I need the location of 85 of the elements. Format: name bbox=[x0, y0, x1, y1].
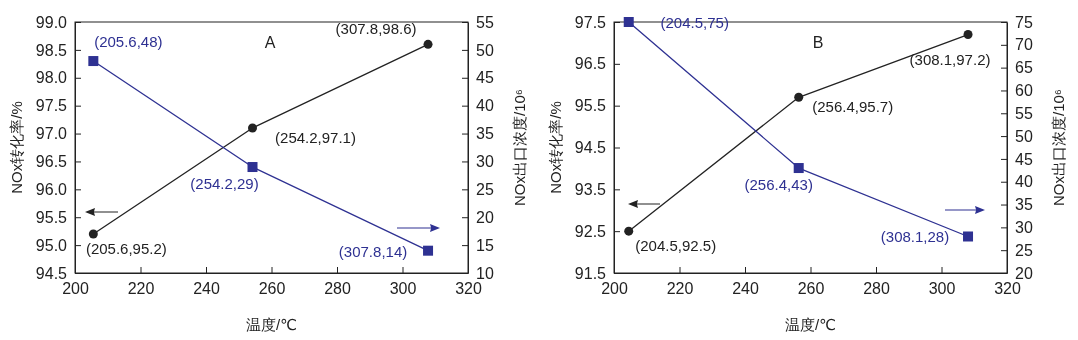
y2-tick-label: 40 bbox=[1015, 173, 1033, 191]
point bbox=[963, 231, 974, 242]
y-tick-label: 96.0 bbox=[35, 180, 68, 198]
y2-tick-label: 50 bbox=[476, 41, 494, 59]
x-tick-label: 280 bbox=[324, 280, 351, 298]
data-label: (307.8,14) bbox=[338, 242, 408, 260]
y-tick-label: 92.5 bbox=[574, 222, 607, 240]
x-tick-label: 220 bbox=[127, 280, 155, 298]
y-tick-label: 94.5 bbox=[35, 264, 68, 282]
point bbox=[423, 245, 434, 256]
y-tick-label: 95.5 bbox=[35, 208, 68, 226]
x-tick-label: 280 bbox=[863, 280, 890, 298]
y2-tick-label: 10 bbox=[476, 264, 494, 282]
y-tick-label: 99.0 bbox=[35, 13, 68, 31]
point bbox=[248, 123, 258, 133]
y-tick-label: 95.5 bbox=[574, 97, 607, 115]
y2-tick-label: 35 bbox=[1015, 196, 1033, 214]
data-label: (307.8,98.6) bbox=[335, 20, 417, 38]
y2-tick-label: 40 bbox=[476, 97, 494, 115]
point bbox=[624, 226, 634, 236]
y2-tick-label: 60 bbox=[1015, 82, 1033, 100]
x-axis-title: 温度/℃ bbox=[784, 316, 837, 333]
point bbox=[247, 162, 258, 173]
y-tick-label: 98.5 bbox=[35, 41, 68, 59]
data-label: (204.5,75) bbox=[660, 14, 729, 31]
x-tick-label: 320 bbox=[455, 280, 482, 298]
y2-tick-label: 45 bbox=[1015, 150, 1033, 168]
y2-tick-label: 35 bbox=[476, 125, 494, 143]
y-tick-label: 96.5 bbox=[35, 153, 68, 171]
data-label: (254.2,29) bbox=[190, 175, 259, 193]
x-tick-label: 320 bbox=[994, 280, 1021, 298]
x-tick-label: 220 bbox=[666, 280, 694, 298]
data-label: (205.6,95.2) bbox=[85, 239, 167, 257]
y-axis-title: NOx转化率/% bbox=[8, 101, 25, 194]
data-label: (308.1,97.2) bbox=[909, 50, 991, 68]
y2-tick-label: 55 bbox=[476, 13, 494, 31]
point bbox=[793, 163, 804, 174]
data-label: (205.6,48) bbox=[94, 33, 163, 51]
y2-tick-label: 45 bbox=[476, 69, 494, 87]
y2-tick-label: 25 bbox=[1015, 241, 1033, 259]
point bbox=[88, 229, 98, 239]
x-tick-label: 260 bbox=[258, 280, 286, 298]
y2-tick-label: 65 bbox=[1015, 59, 1033, 77]
y2-tick-label: 20 bbox=[476, 208, 494, 226]
y2-tick-label: 70 bbox=[1015, 36, 1033, 54]
point bbox=[963, 30, 973, 40]
data-label: (204.5,92.5) bbox=[635, 237, 717, 255]
data-label: (256.4,95.7) bbox=[812, 98, 894, 116]
x-tick-label: 260 bbox=[797, 280, 825, 298]
y-tick-label: 97.0 bbox=[35, 125, 68, 143]
y2-tick-label: 15 bbox=[476, 236, 494, 254]
x-tick-label: 240 bbox=[193, 280, 220, 298]
data-label: (308.1,28) bbox=[880, 228, 950, 246]
x-tick-label: 200 bbox=[62, 280, 89, 298]
y2-axis-title: NOx出口浓度/10⁶ bbox=[1050, 88, 1067, 207]
y2-tick-label: 30 bbox=[1015, 218, 1033, 236]
x-axis-title: 温度/℃ bbox=[245, 316, 298, 333]
annotation: A bbox=[264, 34, 276, 51]
x-tick-label: 200 bbox=[601, 280, 628, 298]
point bbox=[423, 39, 433, 49]
y-tick-label: 95.0 bbox=[35, 236, 68, 254]
y-tick-label: 97.5 bbox=[574, 13, 607, 31]
y-axis-title: NOx转化率/% bbox=[547, 101, 564, 194]
point bbox=[794, 92, 804, 102]
y2-tick-label: 25 bbox=[476, 180, 494, 198]
annotation: B bbox=[812, 34, 824, 51]
y2-axis-title: NOx出口浓度/10⁶ bbox=[511, 88, 528, 207]
y2-tick-label: 30 bbox=[476, 153, 494, 171]
y-tick-label: 91.5 bbox=[574, 264, 607, 282]
x-tick-label: 240 bbox=[732, 280, 759, 298]
data-label: (254.2,97.1) bbox=[275, 128, 356, 146]
y-tick-label: 94.5 bbox=[574, 139, 607, 157]
y2-tick-label: 50 bbox=[1015, 127, 1033, 145]
y-tick-label: 93.5 bbox=[574, 180, 607, 198]
y2-tick-label: 55 bbox=[1015, 104, 1033, 122]
point bbox=[623, 17, 634, 27]
y-tick-label: 96.5 bbox=[574, 55, 607, 73]
data-label: (256.4,43) bbox=[744, 176, 813, 194]
y-tick-label: 97.5 bbox=[35, 97, 68, 115]
y2-tick-label: 75 bbox=[1015, 13, 1033, 31]
x-tick-label: 300 bbox=[928, 280, 956, 298]
x-tick-label: 300 bbox=[389, 280, 417, 298]
y-tick-label: 98.0 bbox=[35, 69, 68, 87]
y2-tick-label: 20 bbox=[1015, 264, 1033, 282]
point bbox=[88, 56, 99, 67]
